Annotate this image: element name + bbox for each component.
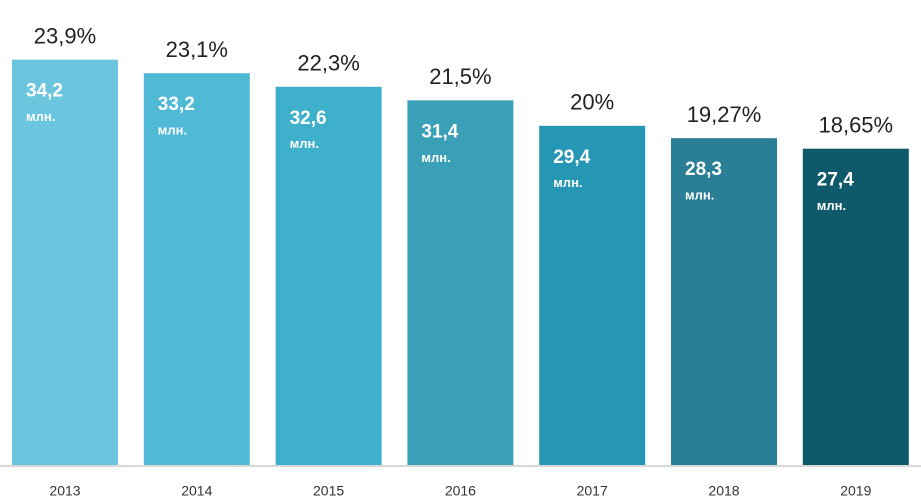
bar: [539, 125, 646, 466]
x-tick-label: 2013: [49, 483, 80, 499]
count-label: 28,3: [685, 159, 722, 180]
count-label: 31,4: [421, 121, 458, 142]
count-label: 29,4: [553, 147, 590, 168]
bar: [12, 59, 118, 465]
unit-label: млн.: [685, 188, 714, 203]
unit-label: млн.: [26, 109, 55, 124]
unit-label: млн.: [290, 136, 319, 151]
x-tick-label: 2018: [708, 483, 739, 499]
value-label: 21,5%: [429, 64, 491, 89]
count-label: 33,2: [158, 94, 195, 115]
value-label: 20%: [570, 90, 614, 115]
bar: [143, 73, 250, 465]
count-label: 27,4: [817, 170, 854, 191]
bar: [802, 148, 909, 466]
unit-label: млн.: [553, 175, 582, 190]
x-tick-label: 2017: [577, 483, 608, 499]
count-label: 32,6: [290, 108, 327, 129]
unit-label: млн.: [158, 123, 187, 138]
value-label: 19,27%: [687, 102, 762, 127]
value-label: 18,65%: [818, 113, 893, 138]
x-tick-label: 2019: [840, 483, 871, 499]
x-tick-label: 2016: [445, 483, 476, 499]
x-tick-label: 2015: [313, 483, 344, 499]
count-label: 34,2: [26, 81, 63, 102]
unit-label: млн.: [421, 150, 450, 165]
bar: [407, 100, 514, 466]
bar: [671, 138, 777, 466]
x-tick-label: 2014: [181, 483, 212, 499]
unit-label: млн.: [817, 198, 846, 213]
value-label: 23,1%: [166, 37, 228, 62]
value-label: 23,9%: [34, 23, 96, 48]
value-label: 22,3%: [297, 51, 359, 76]
bar: [275, 86, 382, 466]
